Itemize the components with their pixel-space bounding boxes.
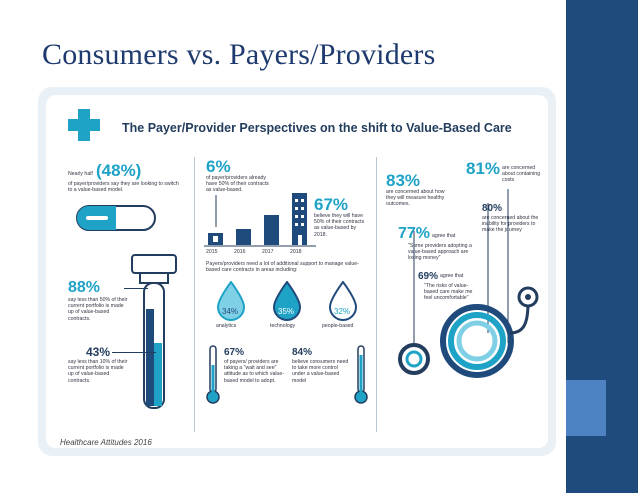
year-2016: 2016 [234, 249, 246, 255]
stat69-agree: agree that [440, 273, 464, 279]
stat6-text: of payer/providers already have 50% of t… [206, 175, 269, 194]
stethoscope-icon [398, 189, 539, 378]
drop-analytics-icon [216, 281, 246, 321]
support-text: Payers/providers need a lot of additiona… [206, 261, 359, 274]
stat67b-value: 67% [224, 347, 245, 358]
year-2017: 2017 [262, 249, 274, 255]
drop-people-based-icon [328, 281, 358, 321]
column-divider-left [194, 157, 195, 432]
stat48-text: of payer/providers say they are looking … [68, 181, 179, 194]
stat69-value: 69% [418, 271, 439, 282]
stat48-value: (48%) [96, 161, 142, 180]
stat69-text: "The risks of value-based care make me f… [424, 283, 473, 302]
stat84-value: 84% [292, 347, 313, 358]
stat43-connector [112, 352, 156, 353]
stat80-value: 80% [482, 203, 503, 214]
thermometer-icon [206, 345, 220, 404]
stat77-text: "Some providers adopting a value-based a… [408, 243, 472, 262]
stat88-text: say less than 50% of their current portf… [68, 297, 128, 322]
stat48-prefix: Nearly half [68, 171, 93, 177]
stat43-text: say less than 10% of their current portf… [68, 359, 128, 384]
medical-cross-icon [68, 109, 100, 141]
stat81-value: 81% [466, 159, 501, 178]
stat67b-text: of payers/ providers are taking a "wait … [224, 359, 284, 384]
infographic-headline: The Payer/Provider Perspectives on the s… [122, 121, 512, 135]
pill-capsule-icon [76, 205, 156, 231]
stat83-text: are concerned about how they will measur… [386, 189, 445, 208]
stat88-connector [124, 288, 148, 289]
stat6-value: 6% [206, 157, 231, 176]
thermometer-icon-right [354, 345, 368, 404]
year-2018: 2018 [290, 249, 302, 255]
column-divider-right [376, 157, 377, 432]
drop-people-based-value: 32% [334, 307, 351, 316]
stat81-text: are concerned about containing costs [502, 165, 541, 184]
test-tube-icon [131, 254, 177, 409]
drop-analytics-label: analytics [216, 323, 237, 329]
stat80-text: are concerned about the inability for pr… [482, 215, 539, 234]
drop-technology-label: technology [270, 323, 296, 329]
drop-analytics-value: 34% [222, 307, 239, 316]
stat83-value: 83% [386, 171, 421, 190]
stat67-text: believe they will have 50% of their cont… [314, 213, 365, 238]
stat77-agree: agree that [432, 233, 456, 239]
year-2015: 2015 [206, 249, 218, 255]
slide-title: Consumers vs. Payers/Providers [42, 38, 436, 71]
drop-technology-icon [272, 281, 302, 321]
infographic-panel: The Payer/Provider Perspectives on the s… [46, 95, 548, 448]
sidebar-accent-block [566, 380, 606, 436]
stat88-value: 88% [68, 279, 101, 296]
stat67-value: 67% [314, 195, 349, 214]
stat43-value: 43% [86, 345, 111, 359]
source-caption: Healthcare Attitudes 2016 [60, 438, 152, 447]
contracts-growth-chart [204, 193, 316, 247]
infographic-card: The Payer/Provider Perspectives on the s… [38, 87, 556, 456]
drop-people-based-label: people-based [322, 323, 354, 329]
stat84-text: believe consumers need to take more cont… [292, 359, 349, 384]
drop-technology-value: 35% [278, 307, 295, 316]
